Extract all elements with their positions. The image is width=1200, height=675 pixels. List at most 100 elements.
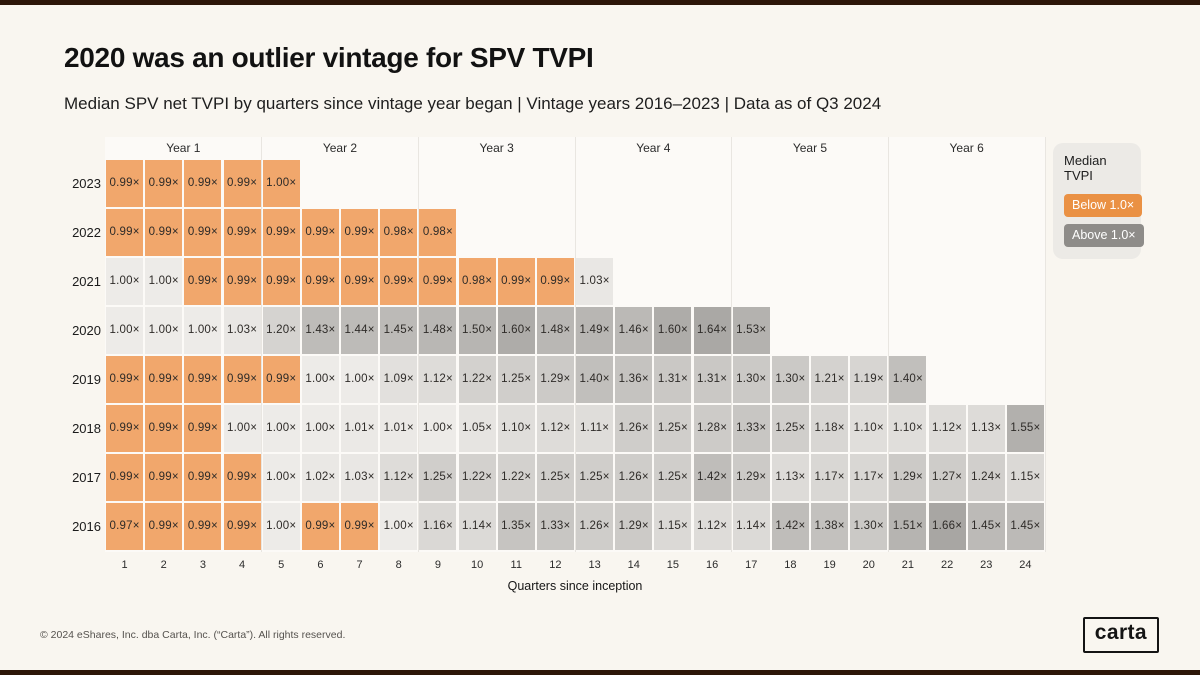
tvpi-cell: 1.26× — [615, 405, 653, 452]
tvpi-cell: 1.14× — [732, 503, 770, 550]
tvpi-cell: 1.15× — [1006, 454, 1044, 501]
year-group-label: Year 5 — [792, 141, 828, 155]
tvpi-cell: 1.30× — [850, 503, 888, 550]
tvpi-cell: 1.25× — [536, 454, 574, 501]
tvpi-cell: 1.14× — [458, 503, 496, 550]
tvpi-cell: 1.13× — [967, 405, 1005, 452]
tvpi-cell: 1.25× — [771, 405, 809, 452]
tvpi-cell: 1.00× — [106, 307, 144, 354]
x-tick: 19 — [823, 559, 836, 571]
tvpi-cell: 0.99× — [145, 503, 183, 550]
tvpi-cell: 1.33× — [536, 503, 574, 550]
tvpi-cell: 0.99× — [341, 503, 379, 550]
tvpi-cell: 1.29× — [615, 503, 653, 550]
tvpi-cell: 1.00× — [341, 356, 379, 403]
tvpi-cell: 0.99× — [184, 258, 222, 305]
tvpi-cell: 1.18× — [811, 405, 849, 452]
tvpi-cell: 1.00× — [145, 258, 183, 305]
tvpi-cell: 1.31× — [654, 356, 692, 403]
tvpi-cell: 1.45× — [967, 503, 1005, 550]
vintage-year-label: 2017 — [72, 470, 101, 485]
tvpi-cell: 1.00× — [380, 503, 418, 550]
x-tick: 7 — [356, 559, 363, 571]
x-tick: 13 — [588, 559, 601, 571]
tvpi-cell: 1.19× — [850, 356, 888, 403]
x-tick: 20 — [862, 559, 875, 571]
year-group-label: Year 3 — [479, 141, 514, 155]
year-group-divider — [731, 137, 733, 552]
tvpi-cell: 1.00× — [223, 405, 261, 452]
tvpi-cell: 0.99× — [223, 503, 261, 550]
vintage-year-label: 2019 — [72, 372, 101, 387]
year-group-divider — [261, 137, 263, 552]
tvpi-cell: 1.01× — [380, 405, 418, 452]
x-tick: 12 — [549, 559, 562, 571]
tvpi-cell: 1.12× — [380, 454, 418, 501]
tvpi-cell: 1.26× — [615, 454, 653, 501]
tvpi-cell: 1.12× — [419, 356, 457, 403]
tvpi-cell: 1.30× — [771, 356, 809, 403]
tvpi-cell: 1.03× — [223, 307, 261, 354]
tvpi-cell: 1.53× — [732, 307, 770, 354]
tvpi-cell: 1.00× — [419, 405, 457, 452]
tvpi-cell: 0.99× — [145, 454, 183, 501]
tvpi-cell: 1.38× — [811, 503, 849, 550]
tvpi-cell: 1.29× — [732, 454, 770, 501]
tvpi-cell: 0.99× — [145, 209, 183, 256]
tvpi-cell: 1.24× — [967, 454, 1005, 501]
tvpi-cell: 0.99× — [223, 356, 261, 403]
tvpi-cell: 0.99× — [184, 454, 222, 501]
tvpi-heatmap: Year 1 Year 2 Year 3 Year 4 Year 5 Year 6 2023… — [72, 137, 1046, 593]
tvpi-cell: 1.16× — [419, 503, 457, 550]
tvpi-cell: 1.00× — [301, 405, 339, 452]
top-border — [0, 0, 1200, 5]
tvpi-cell: 1.46× — [615, 307, 653, 354]
tvpi-cell: 0.99× — [301, 258, 339, 305]
tvpi-cell: 1.22× — [497, 454, 535, 501]
tvpi-cell: 1.10× — [850, 405, 888, 452]
tvpi-cell: 1.25× — [654, 405, 692, 452]
tvpi-cell: 1.49× — [576, 307, 614, 354]
vintage-year-label: 2020 — [72, 323, 101, 338]
tvpi-cell: 0.99× — [145, 405, 183, 452]
tvpi-cell: 0.99× — [301, 503, 339, 550]
tvpi-cell: 0.99× — [380, 258, 418, 305]
x-tick: 2 — [160, 559, 167, 571]
tvpi-cell: 1.28× — [693, 405, 731, 452]
tvpi-cell: 0.99× — [223, 209, 261, 256]
tvpi-cell: 0.99× — [184, 405, 222, 452]
tvpi-cell: 1.50× — [458, 307, 496, 354]
tvpi-cell: 0.99× — [106, 160, 144, 207]
tvpi-cell: 1.40× — [889, 356, 927, 403]
tvpi-cell: 1.00× — [262, 503, 300, 550]
tvpi-cell: 1.51× — [889, 503, 927, 550]
legend: Median TVPI Below 1.0× Above 1.0× — [1053, 143, 1144, 259]
tvpi-cell: 1.29× — [889, 454, 927, 501]
tvpi-cell: 1.25× — [419, 454, 457, 501]
tvpi-cell: 1.26× — [576, 503, 614, 550]
tvpi-cell: 1.00× — [106, 258, 144, 305]
tvpi-cell: 1.43× — [301, 307, 339, 354]
tvpi-cell: 0.99× — [106, 454, 144, 501]
x-tick: 6 — [317, 559, 324, 571]
tvpi-cell: 0.98× — [458, 258, 496, 305]
x-tick: 17 — [745, 559, 758, 571]
tvpi-cell: 1.03× — [576, 258, 614, 305]
year-group-divider — [417, 137, 419, 552]
tvpi-cell: 1.44× — [341, 307, 379, 354]
tvpi-cell: 1.31× — [693, 356, 731, 403]
tvpi-cell: 1.64× — [693, 307, 731, 354]
x-tick: 23 — [980, 559, 993, 571]
tvpi-cell: 0.99× — [145, 160, 183, 207]
tvpi-cell: 1.22× — [458, 454, 496, 501]
year-group-label: Year 1 — [166, 141, 201, 155]
tvpi-cell: 0.99× — [223, 258, 261, 305]
tvpi-cell: 1.42× — [693, 454, 731, 501]
tvpi-cell: 0.99× — [184, 209, 222, 256]
tvpi-cell: 1.40× — [576, 356, 614, 403]
tvpi-cell: 0.99× — [341, 209, 379, 256]
x-tick: 21 — [901, 559, 915, 571]
vintage-year-label: 2021 — [72, 274, 101, 289]
tvpi-cell: 1.48× — [536, 307, 574, 354]
tvpi-cell: 1.15× — [654, 503, 692, 550]
